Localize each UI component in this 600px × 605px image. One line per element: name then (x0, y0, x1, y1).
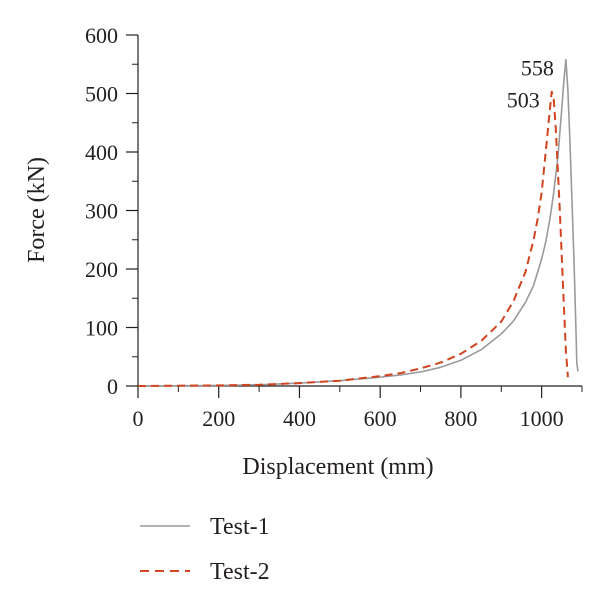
legend: Test-1 Test-2 (140, 514, 270, 585)
peak-label: 503 (507, 88, 540, 113)
x-tick-label: 200 (202, 406, 235, 431)
y-tick-label: 500 (85, 82, 118, 107)
y-tick-label: 0 (107, 374, 118, 399)
peak-label: 558 (521, 56, 554, 81)
x-tick-label: 1000 (520, 406, 564, 431)
x-axis-title: Displacement (mm) (242, 454, 433, 480)
y-tick-label: 400 (85, 140, 118, 165)
x-tick-label: 400 (283, 406, 316, 431)
legend-label-test-2: Test-2 (210, 559, 270, 585)
y-axis-title: Force (kN) (24, 157, 50, 263)
x-tick-label: 600 (364, 406, 397, 431)
axes: 0 100 200 300 400 500 600 0 200 400 600 800 1000 (85, 23, 583, 431)
x-tick-label: 0 (133, 406, 144, 431)
y-tick-label: 200 (85, 257, 118, 282)
plot-area (137, 58, 579, 387)
legend-label-test-1: Test-1 (210, 514, 270, 540)
y-tick-label: 100 (85, 316, 118, 341)
y-tick-label: 600 (85, 23, 118, 48)
y-tick-label: 300 (85, 199, 118, 224)
x-tick-label: 800 (444, 406, 477, 431)
series-line-test-2 (137, 90, 569, 387)
